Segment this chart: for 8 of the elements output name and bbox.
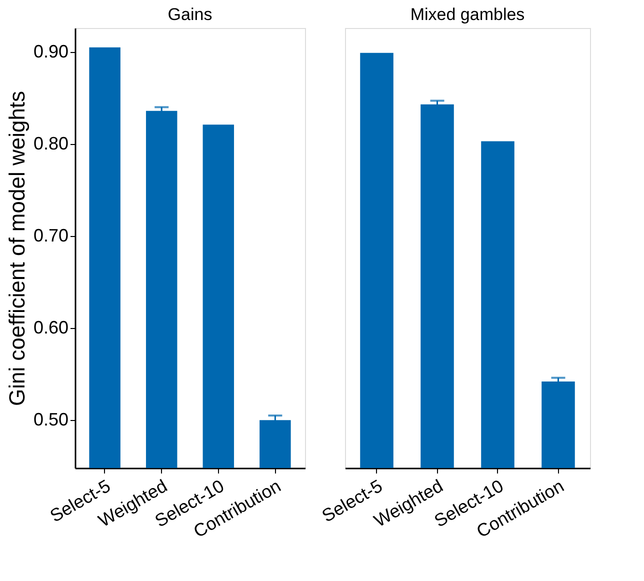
chart-title: Gains [168, 5, 212, 24]
y-tick-label: 0.50 [33, 410, 68, 430]
chart-title: Mixed gambles [410, 5, 525, 24]
y-tick-label: 0.70 [33, 226, 68, 246]
y-tick-label: 0.80 [33, 133, 68, 154]
y-axis-title: Gini coefficient of model weights [4, 90, 30, 406]
y-tick-label: 0.60 [33, 318, 68, 338]
y-tick-label: 0.90 [33, 41, 68, 62]
